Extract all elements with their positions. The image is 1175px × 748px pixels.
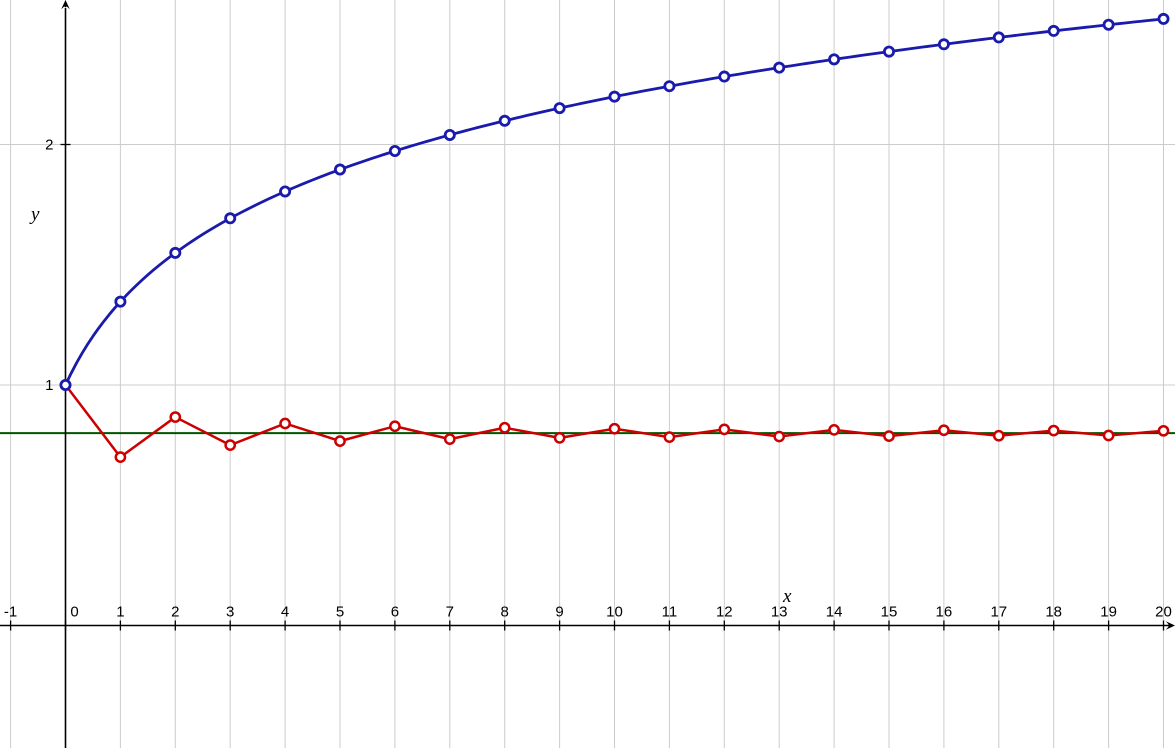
svg-text:20: 20 [1155,604,1172,621]
svg-text:14: 14 [826,604,843,621]
svg-text:0: 0 [70,604,78,621]
svg-text:7: 7 [446,604,454,621]
svg-text:11: 11 [662,604,678,621]
svg-text:16: 16 [936,604,953,621]
svg-text:1: 1 [116,604,124,621]
svg-text:12: 12 [716,604,733,621]
svg-text:-1: -1 [4,604,17,621]
svg-text:1: 1 [45,377,53,394]
svg-text:9: 9 [555,604,563,621]
svg-text:15: 15 [881,604,898,621]
svg-text:8: 8 [501,604,509,621]
svg-text:17: 17 [990,604,1007,621]
svg-text:6: 6 [391,604,399,621]
svg-text:5: 5 [336,604,344,621]
svg-text:10: 10 [606,604,623,621]
svg-text:y: y [29,204,40,225]
svg-text:2: 2 [171,604,179,621]
svg-text:19: 19 [1100,604,1117,621]
svg-text:2: 2 [45,137,53,154]
svg-text:18: 18 [1045,604,1062,621]
svg-text:x: x [782,586,792,607]
svg-text:4: 4 [281,604,289,621]
svg-text:3: 3 [226,604,234,621]
